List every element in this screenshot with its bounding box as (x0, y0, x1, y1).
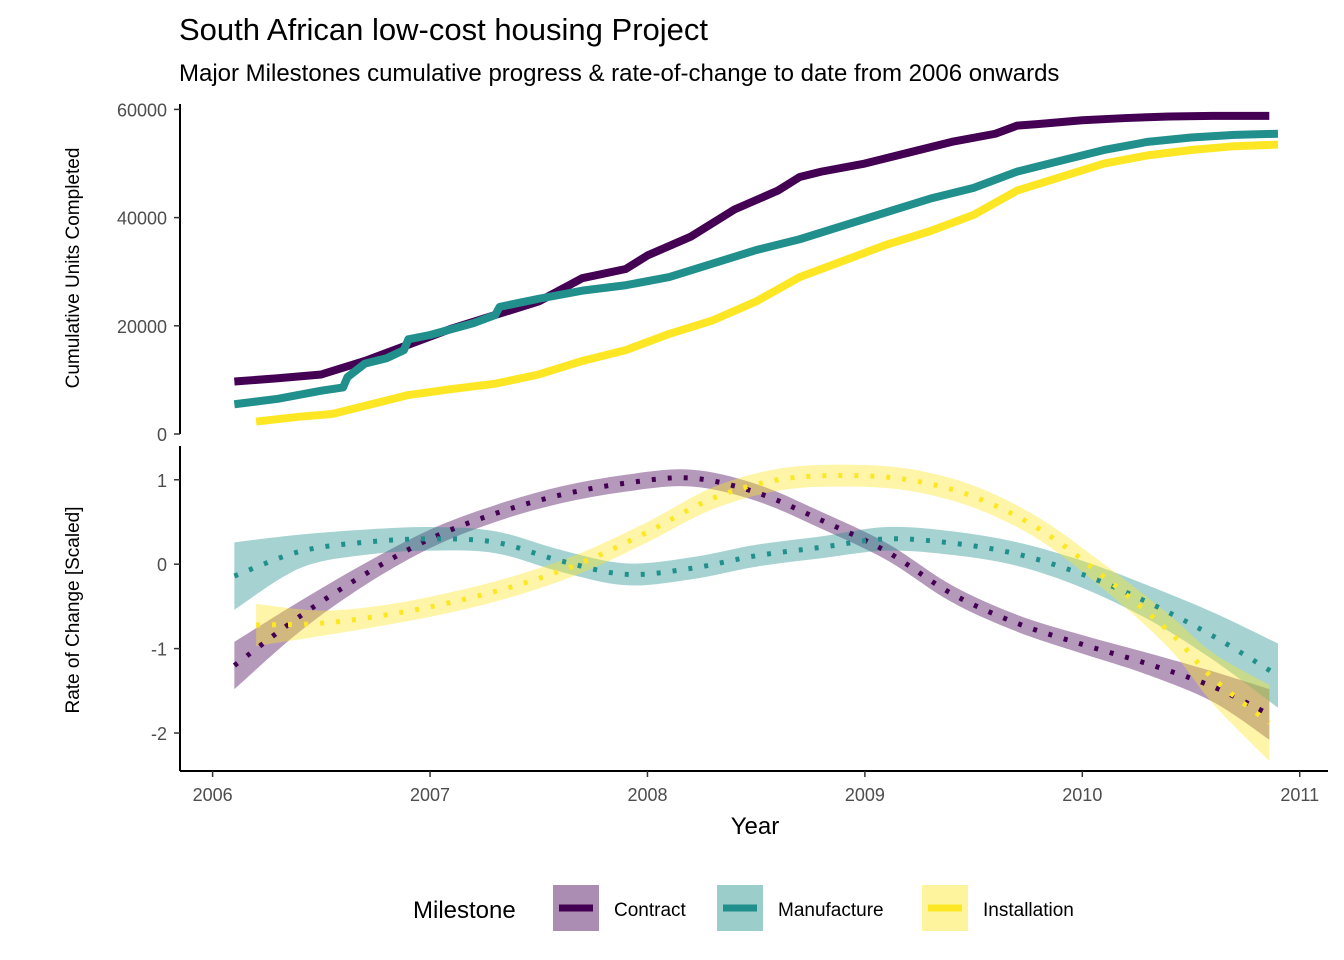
rate-panel: -2 -1 0 1 (151, 446, 1280, 771)
x-tick-label: 2011 (1280, 785, 1319, 805)
cumulative-line-installation (255, 140, 1279, 426)
cumulative-y-tick-label: 60000 (117, 100, 167, 120)
cumulative-panel: 0 20000 40000 60000 (117, 100, 1279, 445)
rate-y-tick-label: 0 (157, 555, 167, 575)
legend-label-manufacture: Manufacture (778, 900, 884, 921)
y-axis-title-cumulative: Cumulative Units Completed (63, 148, 84, 389)
legend-label-installation: Installation (983, 900, 1074, 921)
chart-title: South African low-cost housing Project (179, 12, 708, 47)
x-tick-label: 2008 (627, 785, 667, 805)
legend-label-contract: Contract (614, 900, 687, 921)
rate-y-tick-label: -1 (151, 640, 167, 660)
x-tick-label: 2006 (193, 785, 233, 805)
cumulative-y-tick-label: 40000 (117, 209, 167, 229)
chart-subtitle: Major Milestones cumulative progress & r… (179, 60, 1060, 87)
x-tick-label: 2009 (845, 785, 885, 805)
rate-band-installation (256, 464, 1270, 761)
rate-y-tick-label: 1 (157, 471, 167, 491)
cumulative-y-tick-label: 0 (157, 425, 167, 445)
rate-line-installation (256, 473, 1271, 725)
cumulative-line-manufacture (233, 129, 1279, 409)
x-axis: 2006 2007 2008 2009 2010 2011 (180, 770, 1328, 805)
rate-band-manufacture (234, 526, 1278, 708)
y-axis-title-rate: Rate of Change [Scaled] (63, 506, 84, 713)
x-tick-label: 2007 (410, 785, 450, 805)
cumulative-y-tick-label: 20000 (117, 317, 167, 337)
legend: Milestone Contract Manufacture Installation (413, 885, 1074, 931)
x-tick-label: 2010 (1062, 785, 1102, 805)
x-axis-title: Year (731, 813, 780, 840)
legend-title: Milestone (413, 897, 516, 924)
rate-y-tick-label: -2 (151, 724, 167, 744)
